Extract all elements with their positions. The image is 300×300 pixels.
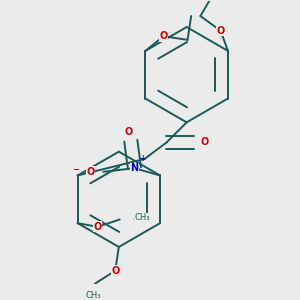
Text: CH₃: CH₃ xyxy=(134,213,150,222)
Text: O: O xyxy=(200,137,208,148)
Text: O: O xyxy=(125,127,133,136)
Text: O: O xyxy=(217,26,225,36)
Text: O: O xyxy=(94,222,102,232)
Text: O: O xyxy=(160,31,168,41)
Text: CH₃: CH₃ xyxy=(85,291,101,300)
Text: −: − xyxy=(72,166,79,175)
Text: O: O xyxy=(86,167,94,177)
Text: +: + xyxy=(140,154,146,164)
Text: methoxy: methoxy xyxy=(133,219,139,220)
Text: O: O xyxy=(111,266,119,276)
Text: N: N xyxy=(130,163,139,173)
